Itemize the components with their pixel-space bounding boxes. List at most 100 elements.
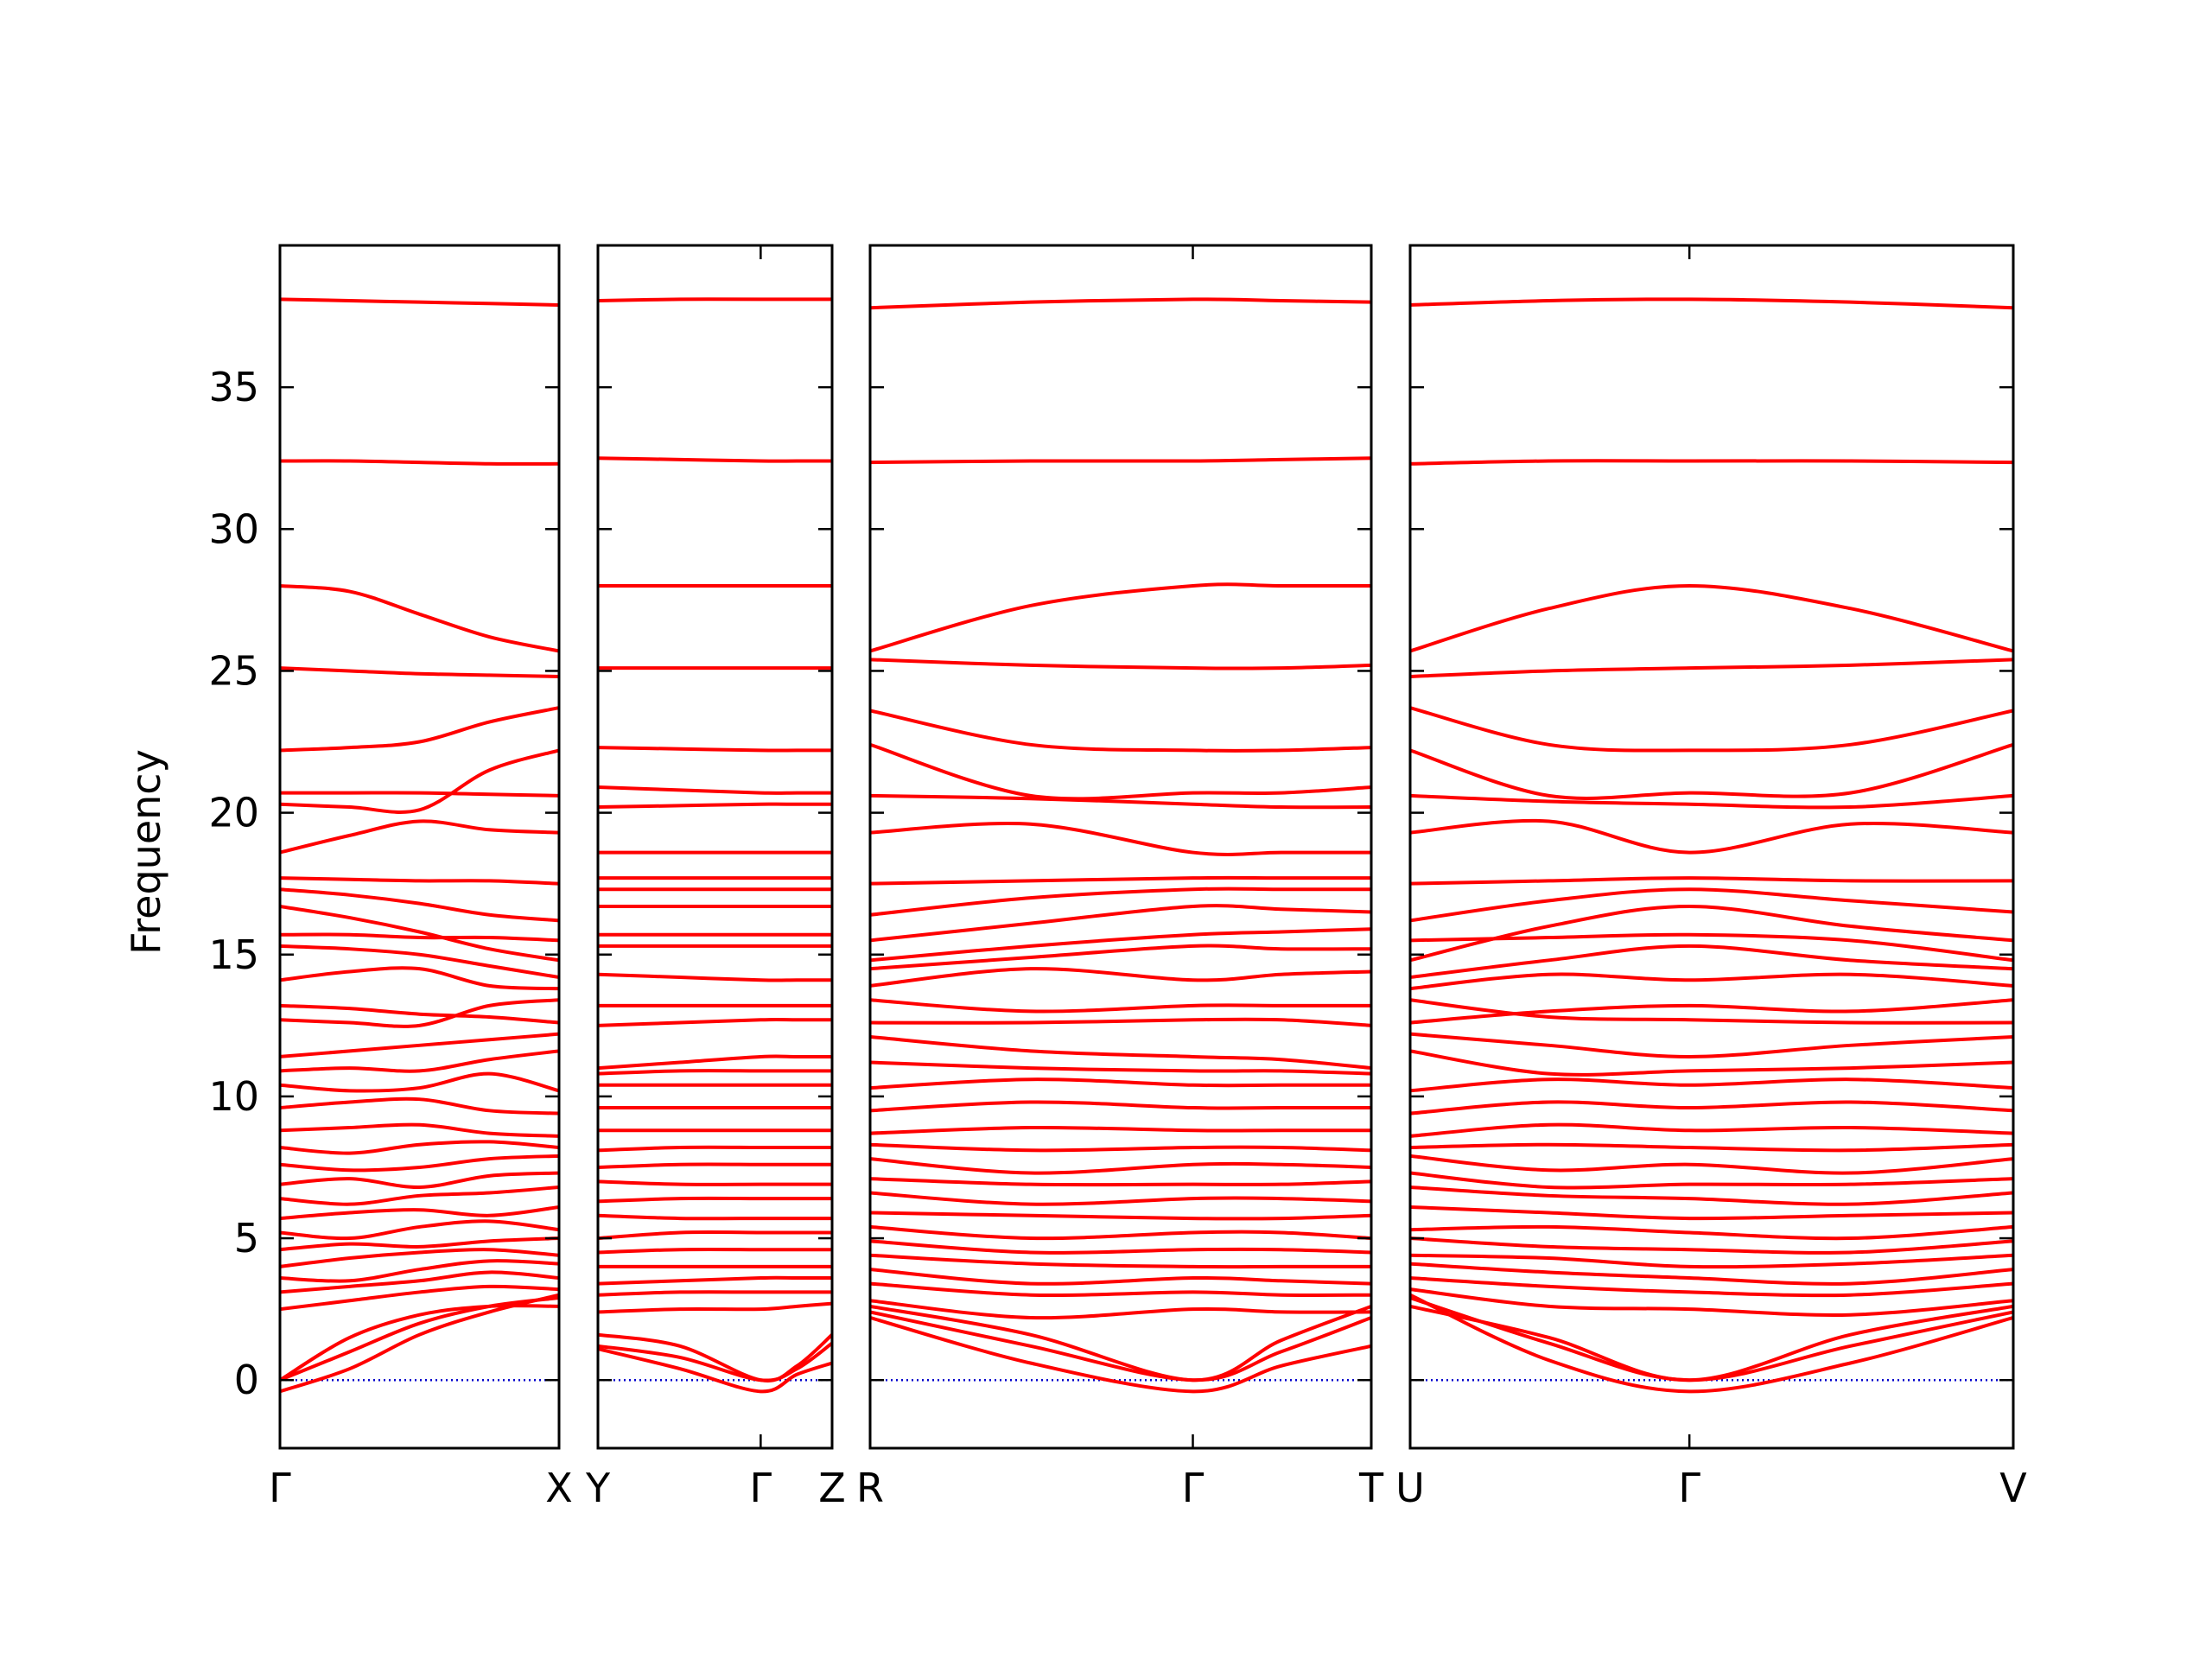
- band-line: [598, 1341, 832, 1382]
- band-line: [1410, 1142, 2013, 1153]
- band-line: [280, 1032, 559, 1058]
- band-line: [598, 456, 832, 463]
- band-line: [1410, 998, 2013, 1025]
- band-line: [870, 1060, 1371, 1076]
- band-line: [598, 1179, 832, 1186]
- band-line: [280, 791, 559, 798]
- band-line: [1410, 998, 2013, 1025]
- band-line: [598, 1290, 832, 1297]
- band-line: [1410, 793, 2013, 810]
- band-line: [1410, 1236, 2013, 1255]
- band-line: [870, 1125, 1371, 1135]
- band-line: [280, 998, 559, 1028]
- band-line: [1410, 1276, 2013, 1298]
- band-line: [870, 1157, 1371, 1175]
- band-line: [870, 1211, 1371, 1221]
- band-line: [280, 706, 559, 753]
- band-line: [280, 1154, 559, 1173]
- band-line: [870, 297, 1371, 310]
- y-tick-label: 25: [208, 647, 259, 694]
- band-line: [1410, 1287, 2013, 1317]
- band-line: [1410, 1100, 2013, 1116]
- y-axis-label: Frequency: [123, 749, 169, 955]
- band-line: [280, 748, 559, 814]
- band-line: [870, 1177, 1371, 1187]
- band-line: [280, 876, 559, 886]
- band-line: [870, 1017, 1371, 1027]
- x-tick-label: Γ: [1182, 1465, 1205, 1511]
- band-line: [280, 1259, 559, 1283]
- axes-frame: [1408, 244, 2015, 1450]
- y-tick-label: 0: [234, 1357, 259, 1403]
- band-line: [870, 1281, 1371, 1298]
- band-line: [598, 1145, 832, 1153]
- band-line: [280, 904, 559, 963]
- band-line: [1410, 658, 2013, 679]
- band-line: [280, 1293, 559, 1394]
- band-line: [1410, 1049, 2013, 1077]
- band-line: [870, 793, 1371, 810]
- band-line: [1410, 1293, 2013, 1394]
- band-line: [1410, 1262, 2013, 1286]
- band-line: [1410, 742, 2013, 800]
- x-tick-label: Z: [818, 1465, 846, 1511]
- y-tick-label: 35: [208, 364, 259, 410]
- band-line: [598, 1347, 832, 1394]
- band-line: [870, 944, 1371, 971]
- band-line: [870, 709, 1371, 753]
- axes-frame: [278, 244, 561, 1450]
- x-tick-label: Γ: [750, 1465, 772, 1511]
- plot-area: [1410, 297, 2013, 1394]
- band-line: [1410, 876, 2013, 886]
- band-line: [1410, 1154, 2013, 1175]
- x-tick-label: Γ: [1678, 1465, 1700, 1511]
- band-line: [280, 1003, 559, 1025]
- band-line: [870, 1100, 1371, 1113]
- x-tick-label: Y: [585, 1465, 611, 1511]
- band-line: [1410, 944, 2013, 980]
- band-line: [870, 967, 1371, 988]
- band-line: [870, 658, 1371, 671]
- band-line: [870, 904, 1371, 943]
- band-line: [1410, 1253, 2013, 1269]
- band-line: [870, 742, 1371, 801]
- band-line: [1410, 1296, 2013, 1382]
- band-line: [280, 1185, 559, 1206]
- band-line: [280, 459, 559, 466]
- x-tick-label: X: [545, 1465, 573, 1511]
- band-line: [280, 1219, 559, 1241]
- plot-area: [280, 297, 559, 1394]
- band-line: [280, 1071, 559, 1093]
- band-line: [870, 1316, 1371, 1394]
- axes-frame: [868, 244, 1373, 1450]
- x-tick-label: R: [856, 1465, 884, 1511]
- x-tick-label: Γ: [269, 1465, 291, 1511]
- band-line: [598, 1213, 832, 1221]
- band-line: [598, 297, 832, 303]
- band-line: [1410, 818, 2013, 855]
- band-line: [1410, 1185, 2013, 1206]
- band-line: [280, 1122, 559, 1138]
- band-line: [1410, 972, 2013, 991]
- y-tick-label: 10: [208, 1073, 259, 1120]
- x-tick-label: V: [1999, 1465, 2027, 1511]
- band-line: [870, 1034, 1371, 1071]
- band-line: [1410, 1171, 2013, 1190]
- band-line: [870, 998, 1371, 1014]
- band-line: [280, 1284, 559, 1312]
- band-line: [1410, 887, 2013, 923]
- band-line: [280, 1049, 559, 1073]
- band-line: [870, 927, 1371, 963]
- band-line: [280, 1096, 559, 1116]
- band-line: [598, 1275, 832, 1286]
- band-line: [870, 1239, 1371, 1255]
- band-line: [598, 785, 832, 795]
- band-line: [598, 1247, 832, 1255]
- y-tick-label: 15: [208, 931, 259, 978]
- plot-area: [598, 297, 832, 1394]
- band-line: [280, 819, 559, 855]
- band-line: [1410, 904, 2013, 963]
- axes-frame: [596, 244, 834, 1450]
- band-line: [1410, 1122, 2013, 1138]
